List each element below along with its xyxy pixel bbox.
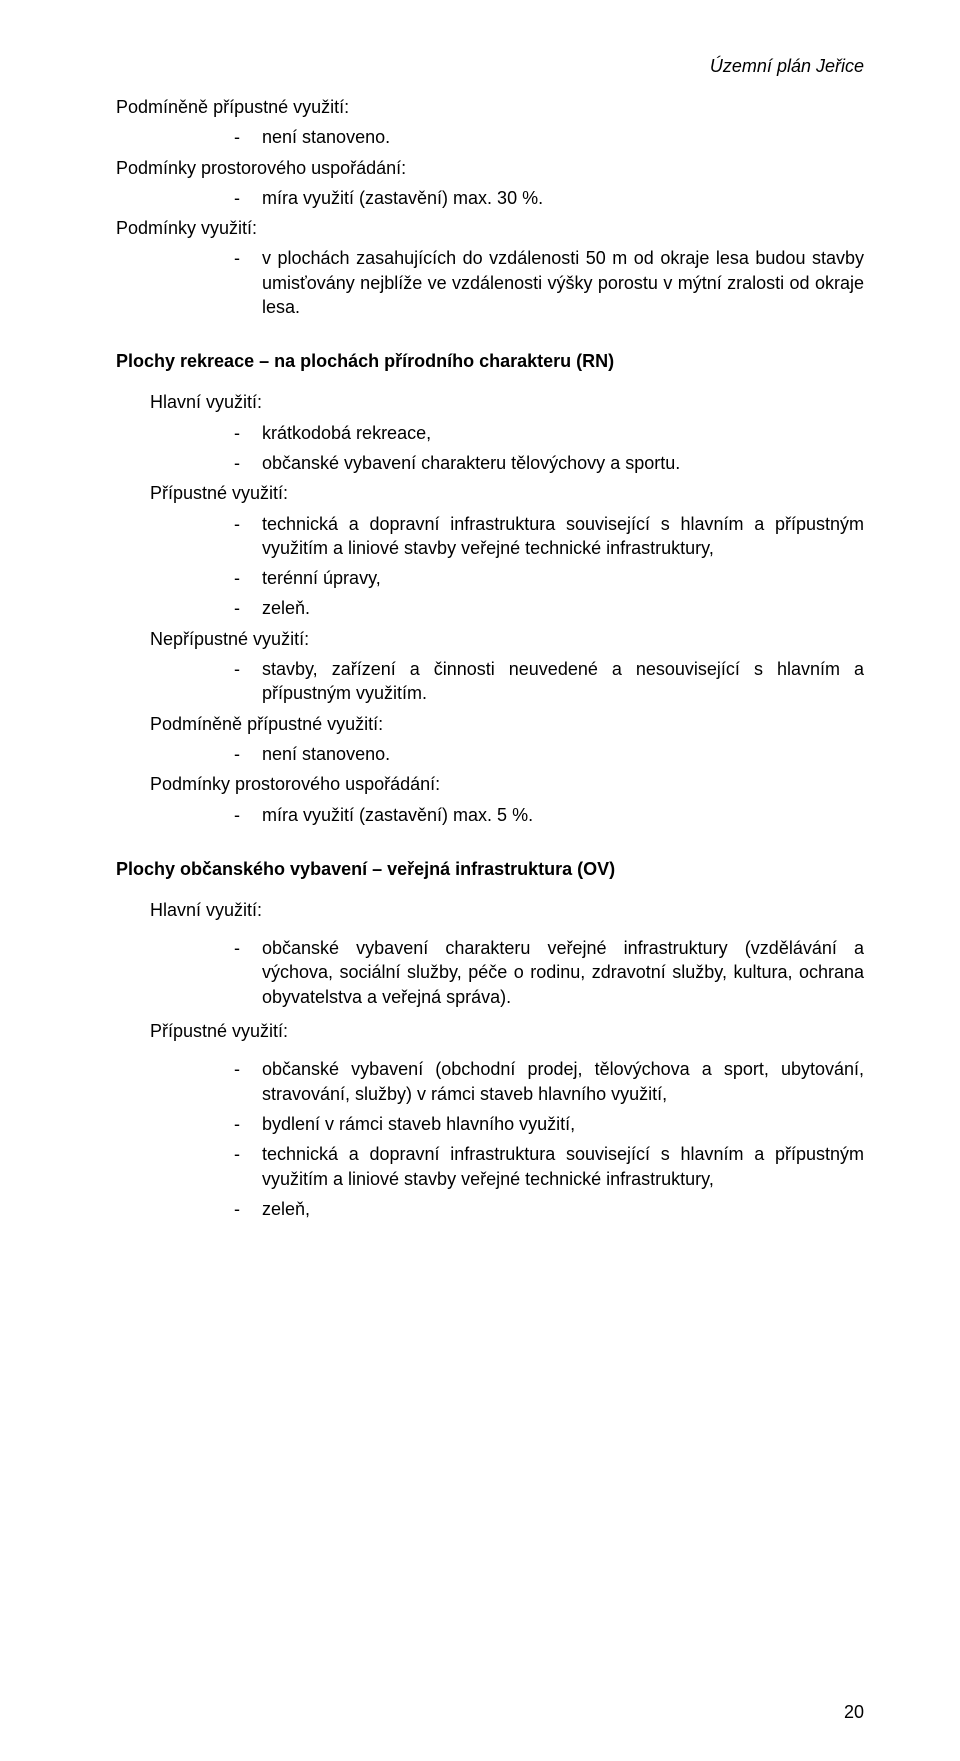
- bullet-dash: -: [234, 936, 262, 1009]
- content-block-rn: Hlavní využití:: [116, 390, 864, 414]
- label-vyuziti-1: Podmínky využití:: [116, 216, 864, 240]
- label-pripustne-ov: Přípustné využití:: [150, 1019, 864, 1043]
- bullet-text: v plochách zasahujících do vzdálenosti 5…: [262, 246, 864, 319]
- bullet-dash: -: [234, 1142, 262, 1191]
- page-number: 20: [844, 1702, 864, 1723]
- bullet-dash: -: [234, 1112, 262, 1136]
- bullet-dash: -: [234, 657, 262, 706]
- bullet-dash: -: [234, 596, 262, 620]
- bullet-text: občanské vybavení charakteru tělovýchovy…: [262, 451, 864, 475]
- label-pripustne-rn: Přípustné využití:: [150, 481, 864, 505]
- page-header-title: Územní plán Jeřice: [116, 56, 864, 77]
- bullet-dash: -: [234, 1197, 262, 1221]
- bullet-text: stavby, zařízení a činnosti neuvedené a …: [262, 657, 864, 706]
- bullet-dash: -: [234, 246, 262, 319]
- label-prostor-1: Podmínky prostorového uspořádání:: [116, 156, 864, 180]
- bullet-text: není stanoveno.: [262, 742, 864, 766]
- bullet-dash: -: [234, 742, 262, 766]
- label-hlavni-ov: Hlavní využití:: [150, 898, 864, 922]
- bullet-dash: -: [234, 1057, 262, 1106]
- heading-ov: Plochy občanského vybavení – veřejná inf…: [116, 859, 864, 880]
- bullet-text: bydlení v rámci staveb hlavního využití,: [262, 1112, 864, 1136]
- label-prostor-rn: Podmínky prostorového uspořádání:: [150, 772, 864, 796]
- bullet-text: krátkodobá rekreace,: [262, 421, 864, 445]
- bullet-text: technická a dopravní infrastruktura souv…: [262, 1142, 864, 1191]
- bullet-dash: -: [234, 803, 262, 827]
- bullet-text: zeleň,: [262, 1197, 864, 1221]
- bullet-dash: -: [234, 566, 262, 590]
- bullet-text: zeleň.: [262, 596, 864, 620]
- bullet-text: občanské vybavení (obchodní prodej, tělo…: [262, 1057, 864, 1106]
- bullet-text: není stanoveno.: [262, 125, 864, 149]
- bullet-dash: -: [234, 451, 262, 475]
- label-podminene-rn: Podmíněně přípustné využití:: [150, 712, 864, 736]
- bullet-dash: -: [234, 512, 262, 561]
- bullet-text: občanské vybavení charakteru veřejné inf…: [262, 936, 864, 1009]
- label-nepripustne-rn: Nepřípustné využití:: [150, 627, 864, 651]
- bullet-text: míra využití (zastavění) max. 5 %.: [262, 803, 864, 827]
- bullet-text: technická a dopravní infrastruktura souv…: [262, 512, 864, 561]
- bullet-dash: -: [234, 421, 262, 445]
- label-podminene-1: Podmíněně přípustné využití:: [116, 95, 864, 119]
- bullet-text: míra využití (zastavění) max. 30 %.: [262, 186, 864, 210]
- heading-rn: Plochy rekreace – na plochách přírodního…: [116, 351, 864, 372]
- document-page: Územní plán Jeřice Podmíněně přípustné v…: [0, 0, 960, 1761]
- bullet-dash: -: [234, 125, 262, 149]
- bullet-dash: -: [234, 186, 262, 210]
- content-block-1: Podmíněně přípustné využití: - není stan…: [116, 95, 864, 319]
- bullet-text: terénní úpravy,: [262, 566, 864, 590]
- label-hlavni-rn: Hlavní využití:: [150, 390, 864, 414]
